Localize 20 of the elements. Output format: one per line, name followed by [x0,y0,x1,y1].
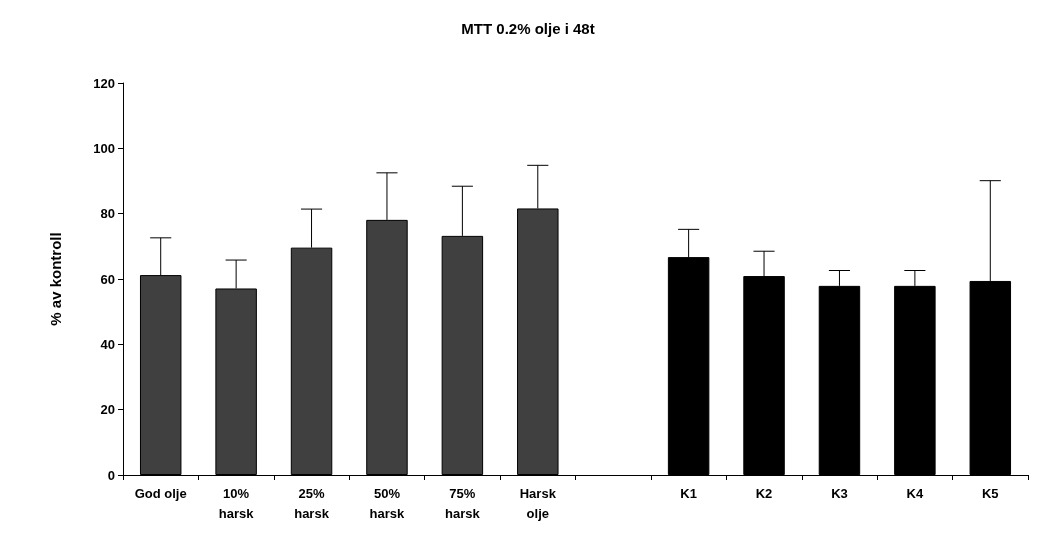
x-tick-label: K2 [755,485,773,501]
x-tick-label: K3 [831,485,848,501]
y-tick-label: 0 [107,467,115,483]
y-tick-label: 120 [93,75,115,91]
x-tick-label: 25% harsk [294,485,330,521]
y-tick-label: 40 [100,336,115,352]
y-tick-label: 60 [100,271,115,287]
y-tick-label: 80 [100,206,115,222]
x-tick-label: God olje [134,485,187,501]
x-tick-label: K4 [906,485,924,501]
x-tick-label: K1 [680,485,697,501]
x-tick-label: K5 [981,485,999,501]
x-tick-label: 75% harsk [445,485,481,521]
x-tick-label: 50% harsk [369,485,406,521]
y-axis-title: % av kontroll [47,232,64,326]
x-tick-label: Harsk olje [519,485,557,521]
y-tick-label: 100 [93,140,115,156]
x-tick-label: 10% harsk [218,485,255,521]
chart-title: MTT 0.2% olje i 48t [461,20,595,37]
y-tick-label: 20 [100,402,115,418]
